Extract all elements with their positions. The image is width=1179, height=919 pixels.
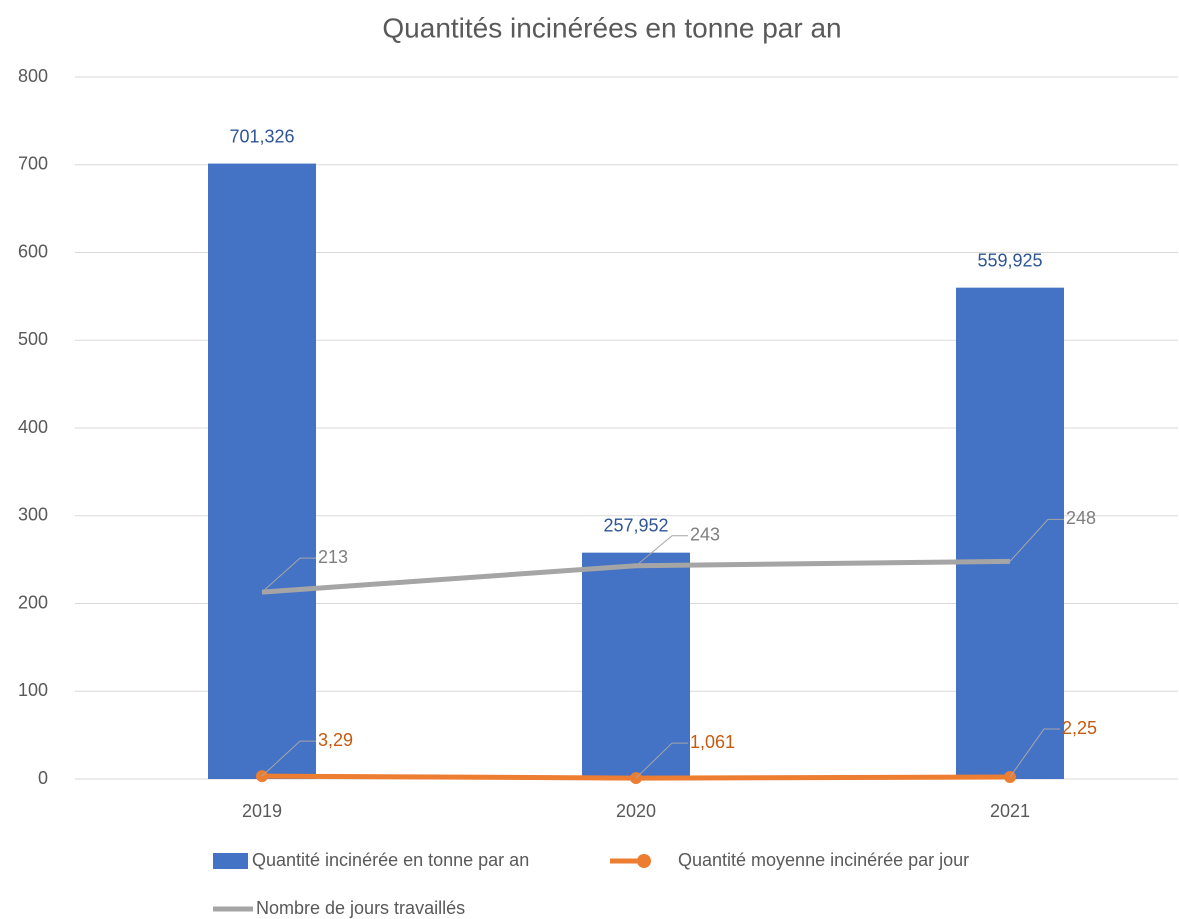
data-label: 559,925	[977, 250, 1042, 270]
y-tick-label: 500	[18, 329, 48, 349]
leader-line	[635, 742, 688, 779]
x-tick-label: 2021	[990, 801, 1030, 821]
data-label: 2,25	[1062, 718, 1097, 738]
leader-line	[635, 535, 688, 567]
y-tick-label: 300	[18, 505, 48, 525]
data-label: 701,326	[229, 126, 294, 146]
y-tick-label: 100	[18, 680, 48, 700]
y-tick-label: 0	[38, 768, 48, 788]
leader-line	[261, 740, 316, 777]
x-tick-label: 2019	[242, 801, 282, 821]
bar	[956, 287, 1064, 779]
data-label: 213	[318, 547, 348, 567]
chart-title: Quantités incinérées en tonne par an	[382, 12, 841, 43]
data-label: 257,952	[603, 515, 668, 535]
legend-label: Quantité incinérée en tonne par an	[252, 850, 529, 870]
legend-marker	[637, 854, 651, 868]
leader-line	[1009, 518, 1064, 562]
bar	[208, 163, 316, 780]
y-tick-label: 700	[18, 154, 48, 174]
data-label: 243	[690, 525, 720, 545]
data-label: 248	[1066, 508, 1096, 528]
y-tick-label: 800	[18, 66, 48, 86]
leader-line	[261, 557, 316, 593]
leader-line	[1009, 728, 1060, 778]
legend-label: Quantité moyenne incinérée par jour	[678, 850, 969, 870]
legend-swatch	[213, 853, 248, 869]
data-label: 1,061	[690, 732, 735, 752]
y-tick-label: 600	[18, 241, 48, 261]
y-tick-label: 400	[18, 417, 48, 437]
x-tick-label: 2020	[616, 801, 656, 821]
data-label: 3,29	[318, 730, 353, 750]
y-tick-label: 200	[18, 592, 48, 612]
bar	[582, 552, 690, 779]
legend-label: Nombre de jours travaillés	[256, 898, 465, 918]
